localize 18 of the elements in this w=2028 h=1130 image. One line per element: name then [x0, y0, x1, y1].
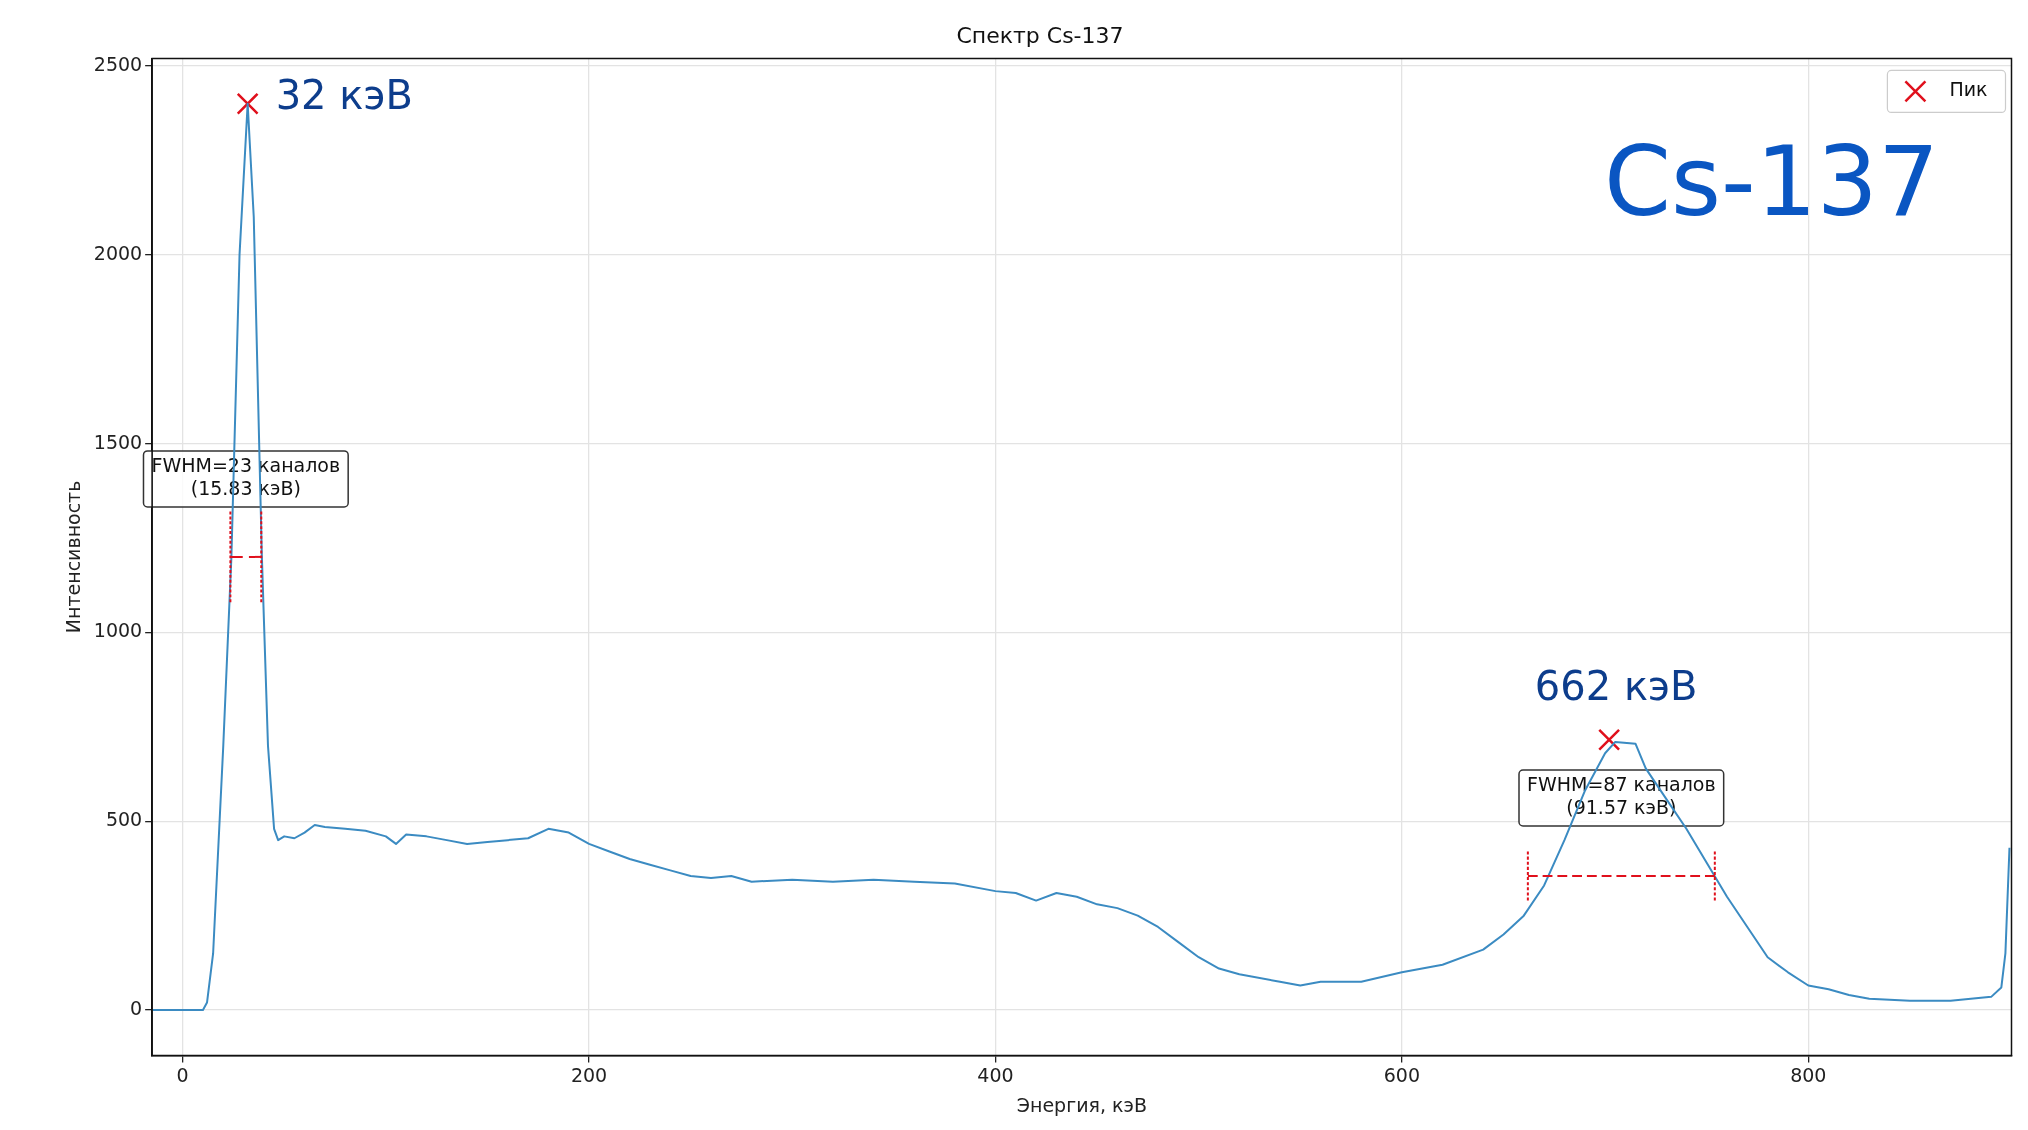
x-tick-label: 600 — [1383, 1063, 1421, 1086]
y-tick-label: 2500 — [93, 52, 143, 75]
annotation: Cs-137 — [1604, 126, 1939, 239]
y-tick-label: 2000 — [93, 241, 143, 264]
y-tick-label: 1000 — [93, 619, 143, 642]
x-tick-label: 400 — [977, 1063, 1014, 1086]
x-axis-title: Энергия, кэВ — [1016, 1093, 1147, 1116]
annotation: 662 кэВ — [1534, 663, 1698, 710]
y-tick-label: 500 — [105, 808, 143, 831]
x-tick-label: 800 — [1790, 1063, 1827, 1086]
x-tick-label: 0 — [176, 1063, 189, 1086]
legend-label: Пик — [1949, 78, 1988, 101]
y-axis-title: Интенсивность — [62, 480, 85, 634]
y-tick-label: 0 — [130, 997, 143, 1020]
y-tick-label: 1500 — [93, 430, 143, 453]
annotation: 32 кэВ — [275, 72, 413, 119]
x-tick-label: 200 — [570, 1063, 608, 1086]
chart-title: Спектр Cs-137 — [956, 22, 1124, 48]
